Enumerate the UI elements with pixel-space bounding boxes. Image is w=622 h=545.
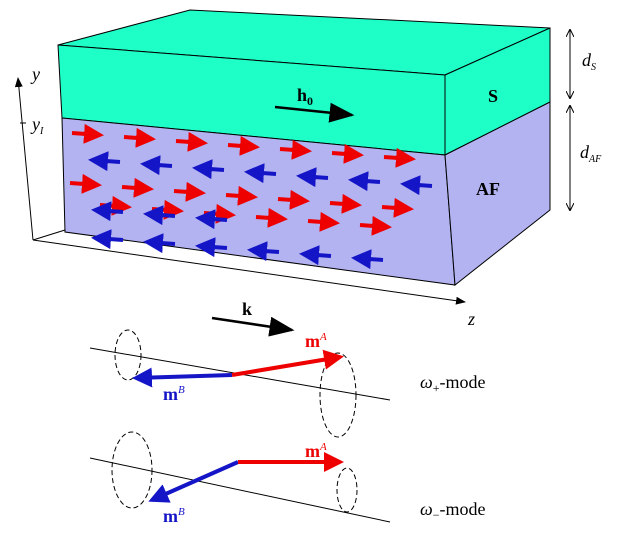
- spin-arrow: [121, 177, 154, 198]
- spin-arrow: [195, 237, 228, 258]
- k-label: k: [242, 299, 252, 319]
- field-label: h0: [297, 85, 313, 108]
- spin-arrow: [247, 241, 280, 262]
- spin-arrow: [91, 229, 124, 250]
- spin-arrow: [329, 193, 362, 214]
- spin-arrow: [279, 139, 312, 160]
- mode-label: ω+-mode: [420, 372, 485, 395]
- spin-arrow: [203, 203, 236, 224]
- spin-arrow: [225, 185, 258, 206]
- spin-arrow: [69, 173, 102, 194]
- spin-arrow: [381, 197, 414, 218]
- spin-arrow: [277, 189, 310, 210]
- spin-arrow: [255, 207, 288, 228]
- spin-arrow: [99, 195, 132, 216]
- layer-box: [57, 9, 551, 286]
- k-arrow: [211, 316, 295, 337]
- spins: [69, 123, 433, 270]
- spin-arrow: [123, 127, 156, 148]
- spin-arrow: [151, 199, 184, 220]
- mB-label: mB: [163, 506, 185, 526]
- spin-arrow: [227, 135, 260, 156]
- layer-top-label: S: [488, 86, 498, 106]
- field-arrow: [274, 102, 355, 123]
- spin-arrow: [331, 143, 364, 164]
- spin-arrow: [143, 233, 176, 254]
- spin-arrow: [299, 245, 332, 266]
- spin-arrow: [296, 167, 329, 188]
- spin-arrow: [244, 163, 277, 184]
- axes: [14, 77, 466, 305]
- spin-arrow: [71, 123, 104, 144]
- spin-arrow: [192, 159, 225, 180]
- mode-label: ω−-mode: [420, 499, 485, 522]
- y-label: y: [30, 64, 40, 84]
- spin-arrow: [140, 155, 173, 176]
- thickness-bottom-label: dAF: [580, 142, 602, 165]
- mode-plus: [89, 329, 391, 438]
- spin-arrow: [400, 175, 433, 196]
- y-interface-label: yI: [30, 114, 44, 137]
- spin-arrow: [195, 209, 228, 230]
- mode-minus: [89, 431, 391, 523]
- mA-label: mA: [305, 441, 327, 461]
- spin-arrow: [88, 151, 121, 172]
- spin-arrow: [91, 201, 124, 222]
- spin-arrow: [175, 131, 208, 152]
- spin-arrow: [143, 205, 176, 226]
- layer-bottom-label: AF: [476, 179, 500, 199]
- thickness-top-label: dS: [582, 50, 596, 73]
- spin-arrow: [348, 171, 381, 192]
- spin-arrow: [351, 249, 384, 270]
- mB-label: mB: [163, 384, 185, 404]
- spin-arrow: [307, 211, 340, 232]
- spin-arrow: [173, 181, 206, 202]
- spin-arrow: [383, 147, 416, 168]
- z-label: z: [467, 309, 475, 329]
- spin-arrow: [359, 215, 392, 236]
- mA-label: mA: [305, 331, 327, 351]
